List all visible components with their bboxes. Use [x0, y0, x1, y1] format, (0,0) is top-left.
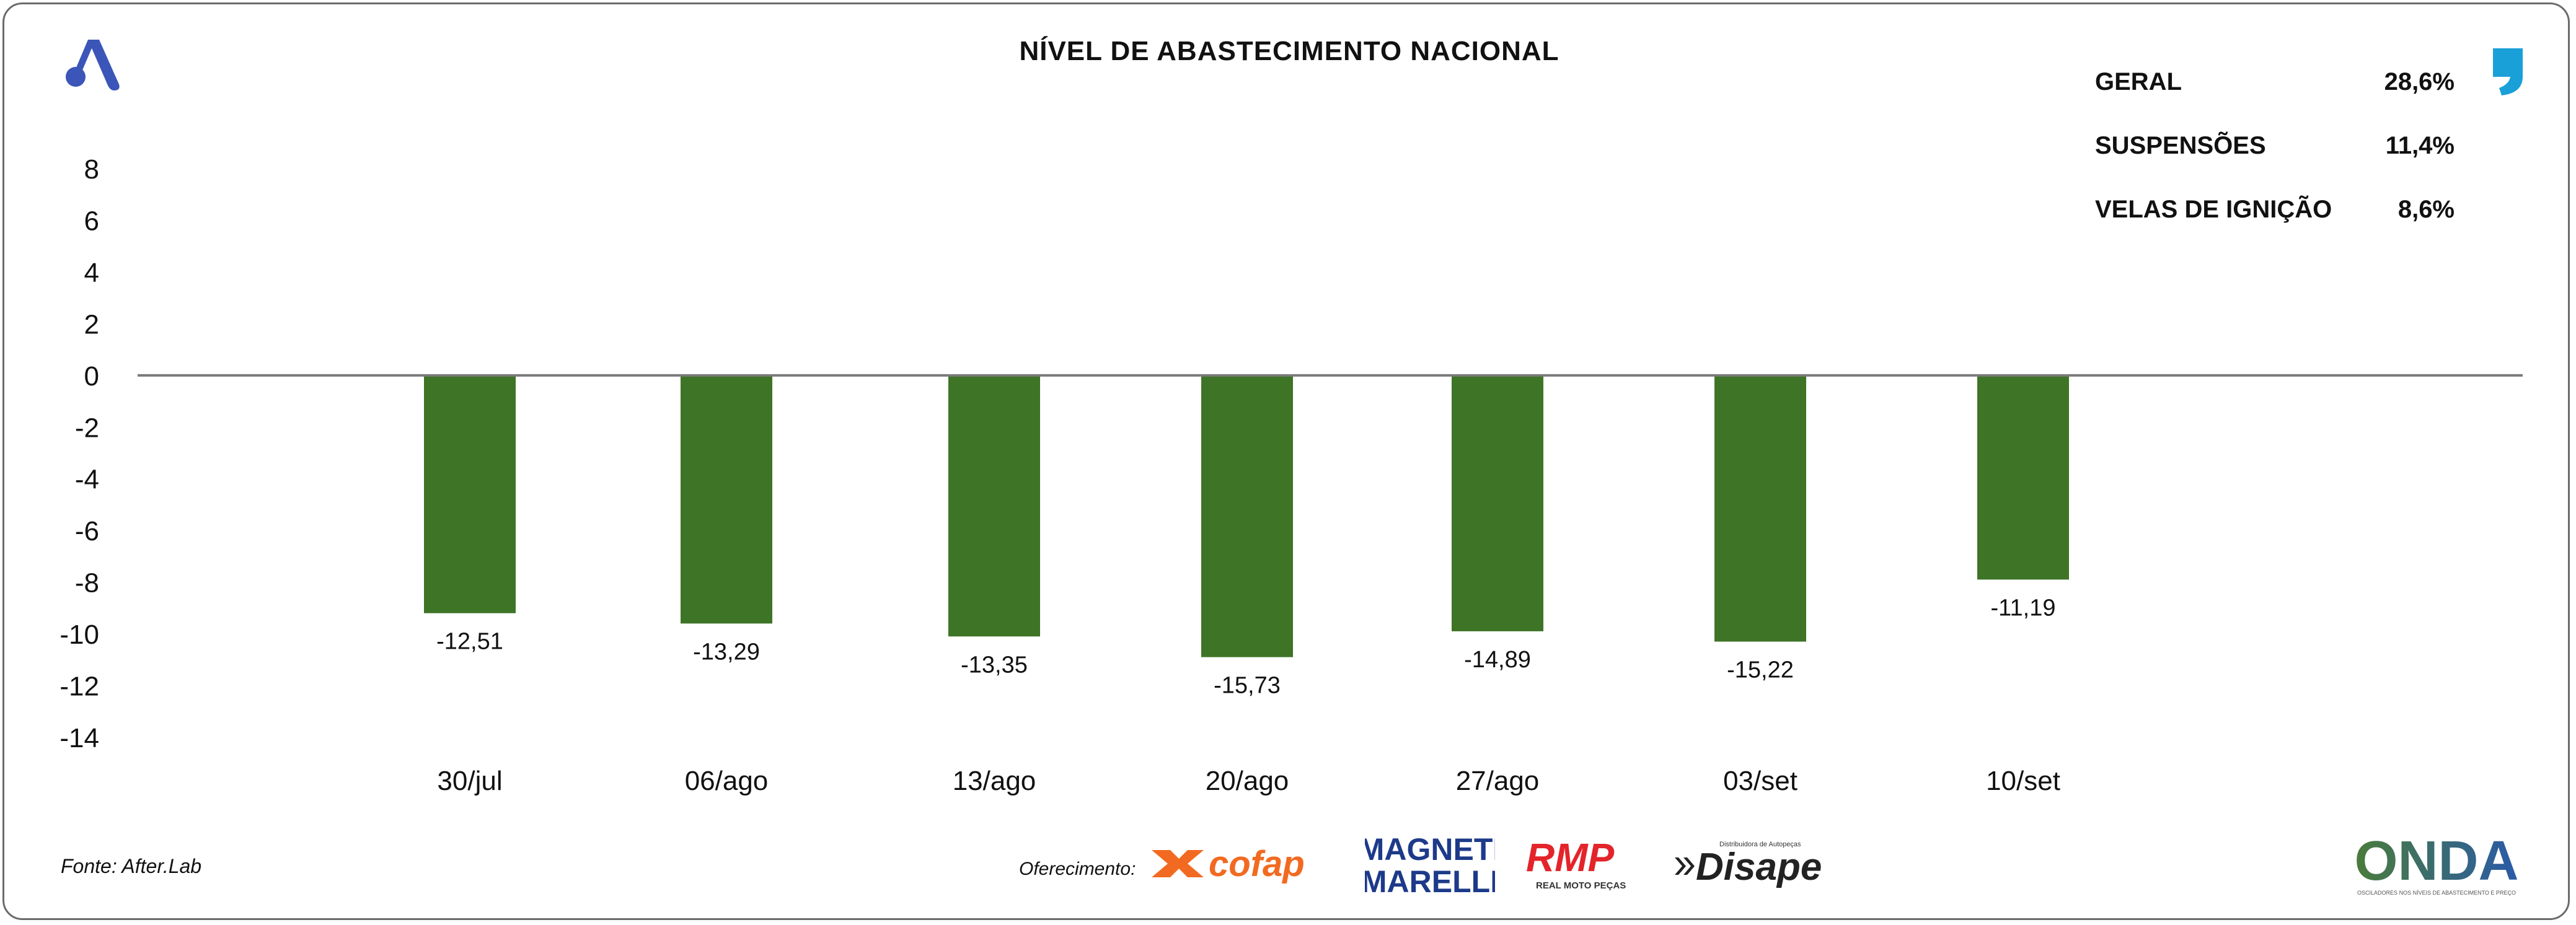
x-tick-label: 10/set — [1986, 766, 2060, 796]
bar — [681, 375, 772, 624]
x-axis-ticks: 30/jul 06/ago 13/ago 20/ago 27/ago 03/set 10/s… — [437, 766, 2060, 796]
y-tick-label: -14 — [60, 723, 99, 753]
y-axis-ticks: 8 6 4 2 0 -2 -4 -6 -8 -10 -12 -14 — [60, 154, 99, 753]
disape-subtitle: Distribuidora de Autopeças — [1719, 841, 1801, 848]
x-tick-label: 27/ago — [1456, 766, 1540, 796]
bar — [1714, 375, 1806, 642]
bars — [424, 375, 2069, 657]
disape-logo: Distribuidora de Autopeças Disape — [1675, 841, 1822, 888]
rmp-subtitle: REAL MOTO PEÇAS — [1536, 880, 1626, 891]
y-tick-label: 0 — [84, 361, 99, 392]
magneti-text: MAGNETI — [1365, 832, 1495, 867]
data-label: -12,51 — [436, 629, 503, 655]
rmp-logo: RMP REAL MOTO PEÇAS — [1526, 836, 1626, 891]
cofap-text: cofap — [1209, 844, 1305, 884]
data-label: -15,73 — [1214, 673, 1281, 699]
y-tick-label: 6 — [84, 206, 99, 236]
sponsor-label: Oferecimento: — [1019, 859, 1136, 879]
x-tick-label: 20/ago — [1206, 766, 1289, 796]
y-tick-label: -10 — [60, 620, 99, 650]
y-tick-label: 8 — [84, 154, 99, 185]
stat-row-geral: GERAL 28,6% — [2095, 68, 2479, 105]
disape-text: Disape — [1696, 846, 1822, 888]
comma-accent-icon — [2493, 48, 2523, 95]
marelli-text: MARELLI — [1365, 864, 1495, 897]
bar — [1201, 375, 1293, 657]
y-tick-label: 2 — [84, 309, 99, 340]
x-tick-label: 06/ago — [685, 766, 769, 796]
data-labels: -12,51 -13,29 -13,35 -15,73 -14,89 -15,22 -11,… — [436, 595, 2055, 698]
data-label: -11,19 — [1991, 595, 2056, 621]
bar — [424, 375, 516, 613]
magneti-marelli-logo: MAGNETI MARELLI — [1365, 832, 1495, 897]
x-tick-label: 03/set — [1723, 766, 1797, 796]
onda-text: ONDA — [2355, 830, 2519, 892]
y-tick-label: -8 — [75, 568, 99, 598]
cofap-logo: cofap — [1152, 844, 1305, 884]
y-tick-label: -12 — [60, 672, 99, 702]
y-tick-label: -4 — [75, 465, 99, 495]
onda-subtitle: OSCILADORES NOS NÍVEIS DE ABASTECIMENTO … — [2357, 890, 2516, 896]
data-label: -14,89 — [1464, 647, 1531, 673]
y-tick-label: 4 — [84, 258, 99, 288]
y-tick-label: -2 — [75, 413, 99, 443]
stat-label: VELAS DE IGNIÇÃO — [2095, 196, 2332, 223]
stat-value: 11,4% — [2385, 132, 2455, 159]
x-tick-label: 30/jul — [437, 766, 502, 796]
bar — [1977, 375, 2069, 580]
data-label: -15,22 — [1727, 657, 1794, 683]
bar — [948, 375, 1040, 637]
bar — [1452, 375, 1543, 631]
source-note: Fonte: After.Lab — [61, 855, 202, 877]
chart-title: NÍVEL DE ABASTECIMENTO NACIONAL — [1019, 36, 1559, 66]
onda-logo: ONDA OSCILADORES NOS NÍVEIS DE ABASTECIM… — [2355, 830, 2519, 896]
data-label: -13,29 — [693, 639, 760, 665]
data-label: -13,35 — [961, 652, 1028, 678]
stat-value: 8,6% — [2397, 196, 2455, 223]
stat-label: SUSPENSÕES — [2095, 132, 2266, 159]
y-tick-label: -6 — [75, 516, 99, 546]
stat-value: 28,6% — [2384, 68, 2455, 95]
brand-logo-icon — [66, 40, 120, 90]
rmp-text: RMP — [1526, 836, 1615, 880]
stat-label: GERAL — [2095, 68, 2182, 95]
stat-row-velas: VELAS DE IGNIÇÃO 8,6% — [2095, 196, 2479, 233]
stat-row-suspensoes: SUSPENSÕES 11,4% — [2095, 132, 2479, 169]
x-tick-label: 13/ago — [953, 766, 1036, 796]
